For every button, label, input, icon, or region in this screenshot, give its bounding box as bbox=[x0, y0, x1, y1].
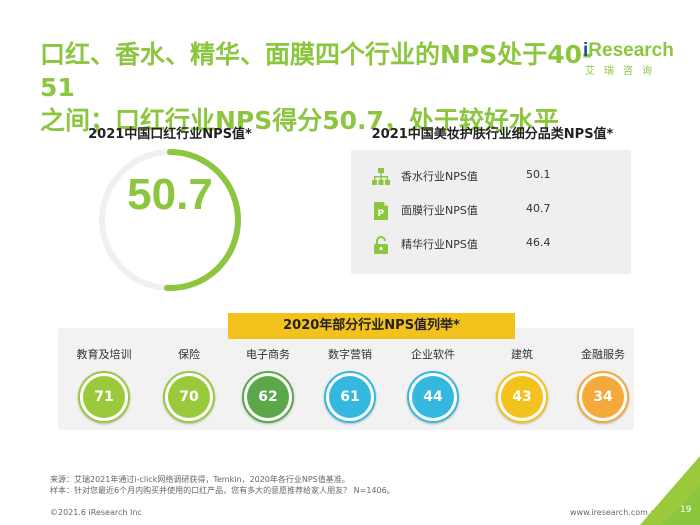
iresearch-logo: iResearch 艾瑞咨询 bbox=[583, 40, 683, 77]
page-title: 口红、香水、精华、面膜四个行业的NPS处于40-51 之间；口红行业NPS得分5… bbox=[40, 38, 600, 137]
industry-value: 44 bbox=[412, 376, 454, 418]
industry-label: 金融服务 bbox=[581, 348, 625, 361]
beauty-row-perfume: 香水行业NPS值 50.1 bbox=[351, 162, 631, 192]
gauge-progress-arc bbox=[164, 149, 241, 291]
industry-item-financial-services: 金融服务 34 bbox=[563, 346, 643, 423]
industry-badge: 71 bbox=[78, 371, 130, 423]
lipstick-nps-gauge bbox=[99, 149, 241, 291]
org-chart-icon bbox=[372, 168, 390, 185]
corner-decoration bbox=[640, 456, 700, 525]
industry-value: 61 bbox=[329, 376, 371, 418]
industry-value: 34 bbox=[582, 376, 624, 418]
industry-item-education: 教育及培训 71 bbox=[64, 346, 144, 423]
source-note: 来源：艾瑞2021年通过i-click网络调研获得，Temkin，2020年各行… bbox=[50, 475, 350, 484]
beauty-row-value: 50.1 bbox=[526, 168, 551, 181]
industry-badge: 62 bbox=[242, 371, 294, 423]
industry-item-digital-marketing: 数字营销 61 bbox=[310, 346, 390, 423]
industry-nps-title: 2020年部分行业NPS值列举* bbox=[228, 313, 515, 339]
footnote: 来源：艾瑞2021年通过i-click网络调研获得，Temkin，2020年各行… bbox=[50, 474, 395, 496]
page-title-line1: 口红、香水、精华、面膜四个行业的NPS处于40-51 bbox=[40, 40, 593, 102]
industry-badge: 61 bbox=[324, 371, 376, 423]
page-title-line2: 之间；口红行业NPS得分50.7，处于较好水平 bbox=[40, 106, 559, 135]
industry-value: 62 bbox=[247, 376, 289, 418]
page-number: 19 bbox=[680, 505, 692, 515]
industry-badge: 43 bbox=[496, 371, 548, 423]
lipstick-nps-value: 50.7 bbox=[127, 170, 213, 219]
beauty-row-essence: 精华行业NPS值 46.4 bbox=[351, 230, 631, 260]
beauty-row-label: 精华行业NPS值 bbox=[401, 238, 478, 251]
sample-note: 样本：针对您最近6个月内购买并使用的口红产品，您有多大的意愿推荐给家人朋友？ N… bbox=[50, 486, 395, 495]
beauty-row-label: 香水行业NPS值 bbox=[401, 170, 478, 183]
industry-item-construction: 建筑 43 bbox=[482, 346, 562, 423]
document-p-icon: P bbox=[374, 202, 388, 220]
svg-text:P: P bbox=[378, 209, 385, 219]
beauty-nps-panel: 香水行业NPS值 50.1 P 面膜行业NPS值 40.7 精华行业NPS值 4… bbox=[351, 150, 631, 274]
industry-label: 建筑 bbox=[511, 348, 533, 361]
industry-label: 企业软件 bbox=[411, 348, 455, 361]
website-url: www.iresearch.com.cn bbox=[570, 508, 660, 517]
beauty-row-mask: P 面膜行业NPS值 40.7 bbox=[351, 196, 631, 226]
beauty-row-value: 46.4 bbox=[526, 236, 551, 249]
industry-value: 71 bbox=[83, 376, 125, 418]
industry-item-insurance: 保险 70 bbox=[149, 346, 229, 423]
industry-badge: 34 bbox=[577, 371, 629, 423]
logo-brand: iResearch bbox=[583, 40, 674, 61]
industry-badge: 70 bbox=[163, 371, 215, 423]
industry-label: 教育及培训 bbox=[76, 348, 132, 361]
industry-value: 70 bbox=[168, 376, 210, 418]
beauty-row-label: 面膜行业NPS值 bbox=[401, 204, 478, 217]
beauty-row-value: 40.7 bbox=[526, 202, 551, 215]
industry-item-enterprise-software: 企业软件 44 bbox=[393, 346, 473, 423]
industry-label: 保险 bbox=[178, 348, 200, 361]
logo-chinese: 艾瑞咨询 bbox=[585, 66, 661, 77]
industry-value: 43 bbox=[501, 376, 543, 418]
industry-item-ecommerce: 电子商务 62 bbox=[228, 346, 308, 423]
copyright: ©2021.6 iResearch Inc bbox=[50, 508, 142, 517]
lock-icon bbox=[374, 236, 388, 254]
industry-label: 电子商务 bbox=[246, 348, 290, 361]
beauty-nps-title: 2021中国美妆护肤行业细分品类NPS值* bbox=[371, 127, 614, 142]
industry-label: 数字营销 bbox=[328, 348, 372, 361]
industry-badge: 44 bbox=[407, 371, 459, 423]
lipstick-nps-title: 2021中国口红行业NPS值* bbox=[88, 127, 252, 142]
